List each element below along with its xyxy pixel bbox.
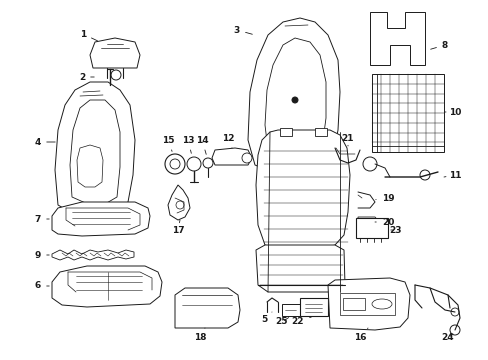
Text: 17: 17 <box>171 220 184 234</box>
Text: 18: 18 <box>193 328 206 342</box>
Text: 25: 25 <box>275 318 288 327</box>
Circle shape <box>203 158 213 168</box>
Bar <box>339 293 394 315</box>
Bar <box>355 218 387 238</box>
Text: 3: 3 <box>233 26 252 35</box>
Text: 19: 19 <box>375 194 393 202</box>
Text: 14: 14 <box>195 135 208 154</box>
Circle shape <box>170 159 180 169</box>
Bar <box>299 298 327 316</box>
Ellipse shape <box>371 299 391 309</box>
Circle shape <box>419 170 429 180</box>
Polygon shape <box>77 145 103 187</box>
Text: 11: 11 <box>443 171 460 180</box>
Text: 9: 9 <box>35 251 49 260</box>
Bar <box>282 304 299 316</box>
Text: 13: 13 <box>182 135 194 153</box>
Text: 24: 24 <box>441 333 453 342</box>
Text: 5: 5 <box>260 312 271 324</box>
Text: 7: 7 <box>35 215 49 224</box>
Bar <box>314 128 326 136</box>
Polygon shape <box>55 82 135 215</box>
Bar <box>342 298 364 310</box>
Text: 12: 12 <box>221 134 234 148</box>
Circle shape <box>291 97 297 103</box>
Circle shape <box>186 157 201 171</box>
Circle shape <box>449 325 459 335</box>
Polygon shape <box>168 185 190 220</box>
Circle shape <box>450 308 458 316</box>
Text: 2: 2 <box>79 72 94 81</box>
Polygon shape <box>52 250 134 260</box>
Text: 4: 4 <box>35 138 55 147</box>
Text: 10: 10 <box>444 108 460 117</box>
Polygon shape <box>175 288 240 328</box>
Bar <box>371 74 443 152</box>
Text: 23: 23 <box>389 225 402 234</box>
Text: 8: 8 <box>430 41 447 50</box>
Text: 22: 22 <box>291 317 311 327</box>
Polygon shape <box>357 217 379 228</box>
Circle shape <box>111 70 121 80</box>
Polygon shape <box>327 278 409 330</box>
Circle shape <box>362 157 376 171</box>
Text: 16: 16 <box>353 328 367 342</box>
Text: 6: 6 <box>35 282 49 291</box>
Polygon shape <box>52 266 162 307</box>
Polygon shape <box>369 12 424 65</box>
Polygon shape <box>256 130 349 250</box>
Text: 15: 15 <box>162 135 174 152</box>
Polygon shape <box>247 18 339 175</box>
Bar <box>280 128 291 136</box>
Circle shape <box>164 154 184 174</box>
Polygon shape <box>212 148 251 165</box>
Polygon shape <box>52 202 150 236</box>
Polygon shape <box>264 38 325 162</box>
Text: 20: 20 <box>374 217 393 226</box>
Circle shape <box>176 201 183 209</box>
Polygon shape <box>70 100 120 205</box>
Polygon shape <box>256 245 345 292</box>
Polygon shape <box>90 38 140 68</box>
Circle shape <box>242 153 251 163</box>
Text: 1: 1 <box>80 30 97 41</box>
Text: 21: 21 <box>341 134 353 146</box>
